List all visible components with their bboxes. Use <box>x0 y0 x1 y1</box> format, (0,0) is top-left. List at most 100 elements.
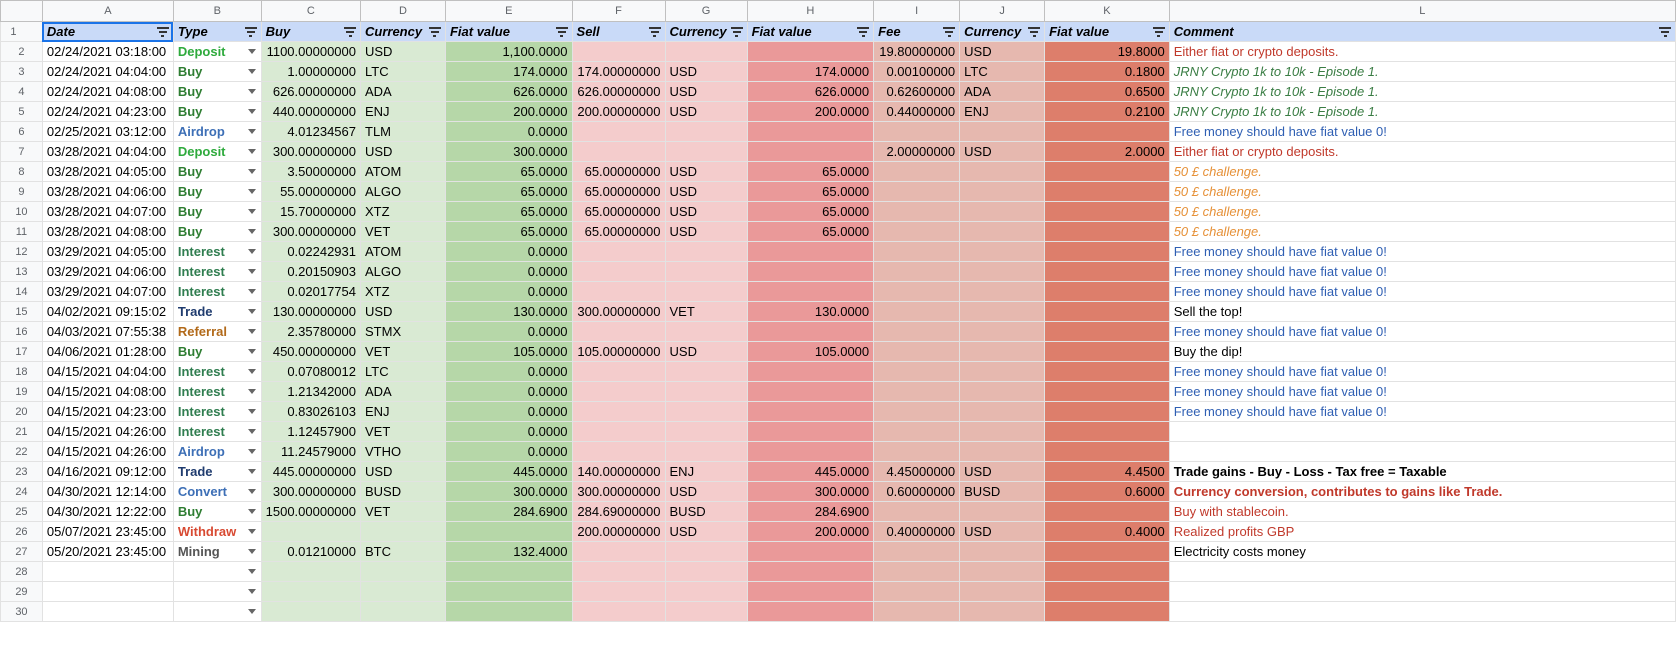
cell-sell[interactable] <box>571 581 666 602</box>
cell-buy-fiat[interactable]: 0.0000 <box>444 121 573 142</box>
cell-sell[interactable] <box>571 381 666 402</box>
dropdown-arrow-icon[interactable] <box>247 169 256 174</box>
cell-type[interactable]: Buy <box>172 161 262 182</box>
cell-buy-cur[interactable] <box>360 601 446 622</box>
cell-buy-cur[interactable]: XTZ <box>360 281 446 302</box>
column-header-h[interactable]: H <box>746 0 875 22</box>
cell-sell[interactable] <box>571 41 666 62</box>
cell-sell-fiat[interactable] <box>746 281 875 302</box>
cell-fee-fiat[interactable] <box>1044 161 1170 182</box>
cell-comment[interactable]: Sell the top! <box>1168 301 1676 322</box>
cell-fee-fiat[interactable] <box>1044 401 1170 422</box>
cell-buy[interactable] <box>260 521 362 542</box>
filter-icon[interactable] <box>244 27 257 37</box>
cell-date[interactable]: 03/29/2021 04:05:00 <box>41 241 174 262</box>
cell-sell[interactable]: 300.00000000 <box>571 481 666 502</box>
cell-fee-fiat[interactable]: 0.1800 <box>1044 61 1170 82</box>
cell-fee-cur[interactable] <box>959 401 1046 422</box>
row-number[interactable]: 14 <box>0 281 43 302</box>
header-cell[interactable]: Currency <box>959 21 1046 42</box>
cell-buy-fiat[interactable]: 1,100.0000 <box>444 41 573 62</box>
cell-fee-cur[interactable] <box>959 601 1046 622</box>
cell-sell-cur[interactable] <box>664 121 748 142</box>
cell-buy-cur[interactable]: LTC <box>360 61 446 82</box>
row-number[interactable]: 10 <box>0 201 43 222</box>
row-number[interactable]: 28 <box>0 561 43 582</box>
cell-fee-fiat[interactable] <box>1044 581 1170 602</box>
cell-buy-cur[interactable]: ATOM <box>360 161 446 182</box>
cell-buy-cur[interactable]: XTZ <box>360 201 446 222</box>
header-cell[interactable]: Fiat value <box>1044 21 1170 42</box>
cell-fee[interactable] <box>873 121 961 142</box>
cell-type[interactable]: Buy <box>172 61 262 82</box>
column-header-b[interactable]: B <box>172 0 262 22</box>
cell-fee[interactable] <box>873 241 961 262</box>
cell-type[interactable]: Interest <box>172 241 262 262</box>
cell-date[interactable]: 02/24/2021 04:23:00 <box>41 101 174 122</box>
cell-buy[interactable]: 440.00000000 <box>260 101 362 122</box>
cell-buy-fiat[interactable]: 65.0000 <box>444 181 573 202</box>
cell-type[interactable]: Buy <box>172 341 262 362</box>
cell-type[interactable] <box>172 601 262 622</box>
cell-buy-fiat[interactable]: 0.0000 <box>444 441 573 462</box>
cell-fee-fiat[interactable]: 2.0000 <box>1044 141 1170 162</box>
cell-fee[interactable] <box>873 221 961 242</box>
cell-date[interactable]: 03/28/2021 04:07:00 <box>41 201 174 222</box>
dropdown-arrow-icon[interactable] <box>247 349 256 354</box>
cell-buy[interactable] <box>260 601 362 622</box>
cell-fee-fiat[interactable] <box>1044 601 1170 622</box>
cell-sell[interactable]: 284.69000000 <box>571 501 666 522</box>
cell-fee[interactable] <box>873 541 961 562</box>
dropdown-arrow-icon[interactable] <box>247 389 256 394</box>
cell-buy[interactable]: 2.35780000 <box>260 321 362 342</box>
cell-sell[interactable]: 300.00000000 <box>571 301 666 322</box>
cell-date[interactable] <box>41 581 174 602</box>
cell-comment[interactable] <box>1168 581 1676 602</box>
cell-fee-cur[interactable] <box>959 221 1046 242</box>
cell-comment[interactable] <box>1168 421 1676 442</box>
cell-comment[interactable]: 50 £ challenge. <box>1168 181 1676 202</box>
cell-fee-fiat[interactable] <box>1044 241 1170 262</box>
cell-comment[interactable]: Realized profits GBP <box>1168 521 1676 542</box>
cell-sell[interactable]: 65.00000000 <box>571 201 666 222</box>
row-number[interactable]: 23 <box>0 461 43 482</box>
header-cell[interactable]: Fee <box>873 21 961 42</box>
header-cell[interactable]: Comment <box>1168 21 1676 42</box>
cell-buy-cur[interactable]: ENJ <box>360 101 446 122</box>
cell-type[interactable]: Trade <box>172 461 262 482</box>
cell-sell-cur[interactable]: USD <box>664 201 748 222</box>
cell-fee-cur[interactable] <box>959 421 1046 442</box>
cell-sell-cur[interactable] <box>664 281 748 302</box>
dropdown-arrow-icon[interactable] <box>247 209 256 214</box>
filter-icon[interactable] <box>648 27 661 37</box>
row-number[interactable]: 19 <box>0 381 43 402</box>
cell-buy[interactable]: 1.00000000 <box>260 61 362 82</box>
dropdown-arrow-icon[interactable] <box>247 309 256 314</box>
cell-buy[interactable]: 1.21342000 <box>260 381 362 402</box>
row-number[interactable]: 12 <box>0 241 43 262</box>
cell-buy[interactable]: 0.07080012 <box>260 361 362 382</box>
cell-fee-fiat[interactable] <box>1044 261 1170 282</box>
dropdown-arrow-icon[interactable] <box>247 69 256 74</box>
cell-sell-cur[interactable]: USD <box>664 521 748 542</box>
cell-sell-fiat[interactable]: 65.0000 <box>746 161 875 182</box>
cell-fee-cur[interactable] <box>959 201 1046 222</box>
cell-sell-fiat[interactable] <box>746 321 875 342</box>
cell-sell[interactable] <box>571 321 666 342</box>
cell-date[interactable]: 03/28/2021 04:06:00 <box>41 181 174 202</box>
cell-sell-fiat[interactable] <box>746 121 875 142</box>
cell-comment[interactable]: Trade gains - Buy - Loss - Tax free = Ta… <box>1168 461 1676 482</box>
cell-sell[interactable]: 174.00000000 <box>571 61 666 82</box>
cell-buy-fiat[interactable]: 0.0000 <box>444 421 573 442</box>
cell-sell[interactable] <box>571 121 666 142</box>
cell-buy[interactable]: 450.00000000 <box>260 341 362 362</box>
cell-comment[interactable]: Free money should have fiat value 0! <box>1168 121 1676 142</box>
cell-sell-fiat[interactable] <box>746 581 875 602</box>
cell-sell-fiat[interactable] <box>746 141 875 162</box>
cell-fee[interactable] <box>873 601 961 622</box>
cell-fee-cur[interactable] <box>959 561 1046 582</box>
cell-sell-cur[interactable] <box>664 241 748 262</box>
cell-buy-cur[interactable]: ADA <box>360 381 446 402</box>
cell-sell-fiat[interactable] <box>746 541 875 562</box>
cell-sell-fiat[interactable] <box>746 381 875 402</box>
